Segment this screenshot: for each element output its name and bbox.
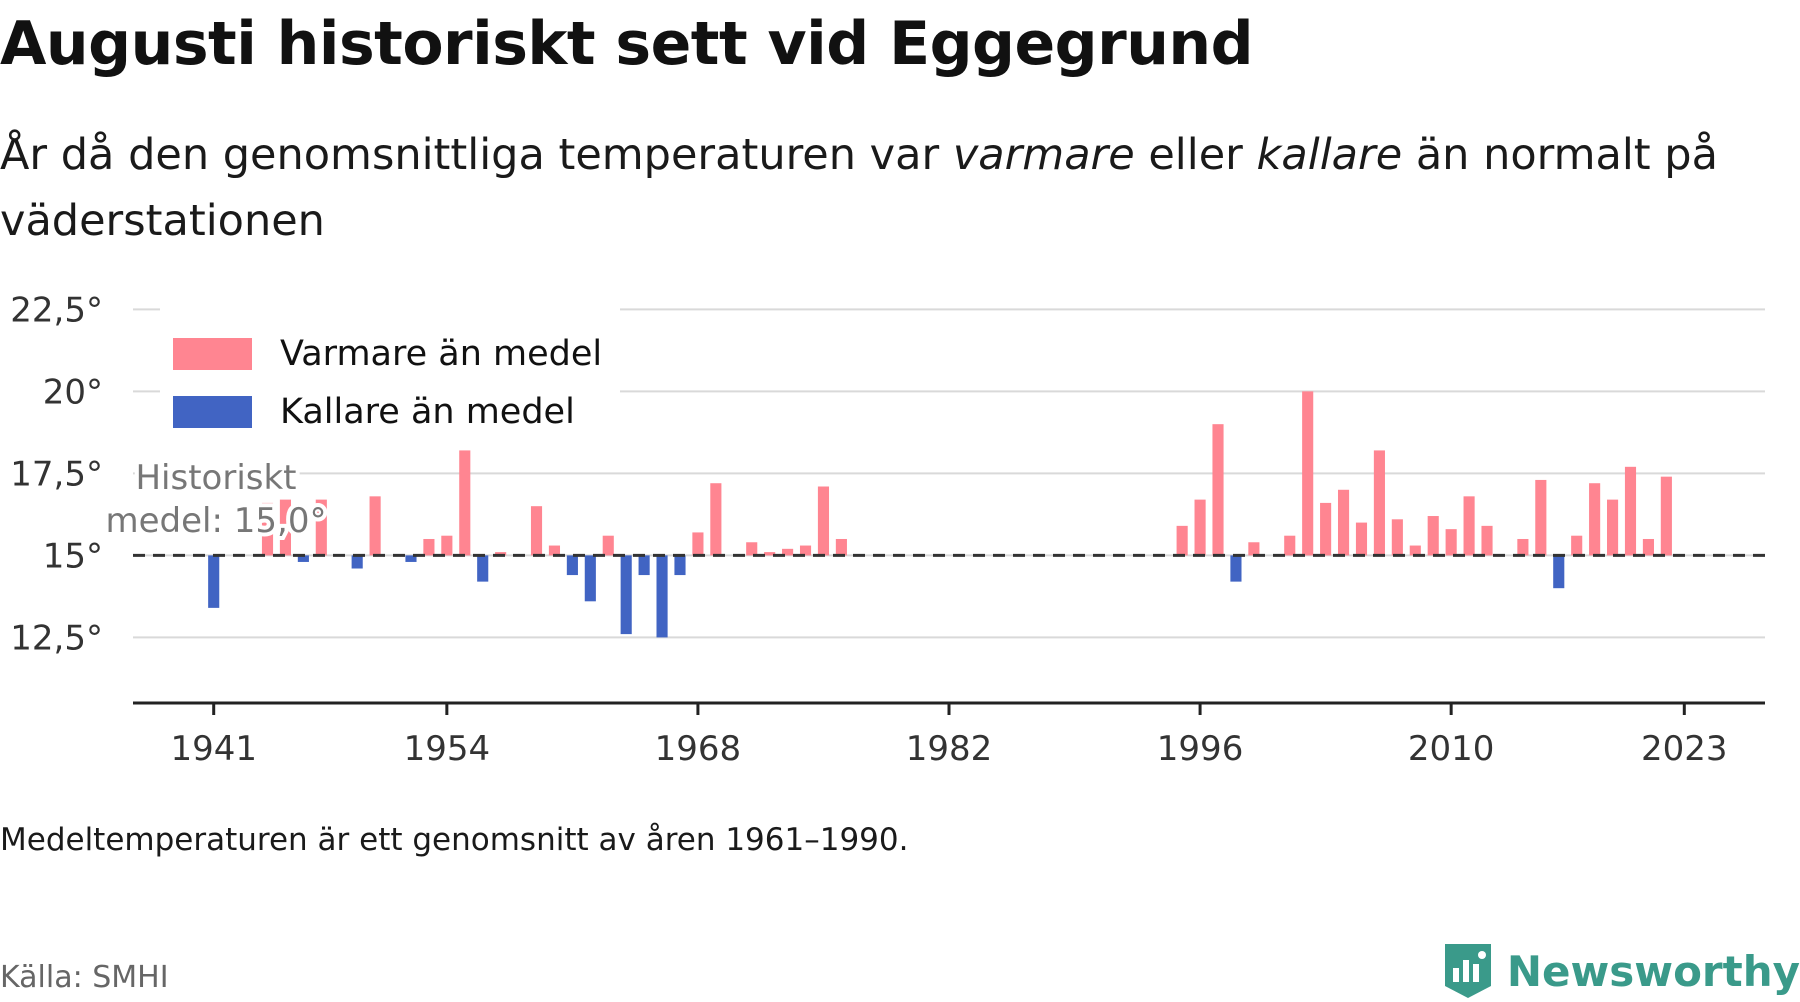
legend-label-colder: Kallare än medel bbox=[280, 392, 575, 432]
x-tick-label: 2010 bbox=[1408, 729, 1495, 769]
x-tick-label: 1996 bbox=[1157, 729, 1244, 769]
bar-2014 bbox=[1517, 538, 1529, 556]
x-tick-label: 1941 bbox=[170, 729, 257, 769]
bar-1969 bbox=[710, 483, 722, 556]
chart-subtitle: År då den genomsnittliga temperaturen va… bbox=[0, 122, 1760, 254]
bar-2012 bbox=[1481, 525, 1493, 556]
x-tick-label: 1954 bbox=[404, 729, 491, 769]
x-tick-label: 1968 bbox=[655, 729, 742, 769]
bar-1959 bbox=[530, 506, 543, 556]
bar-1998 bbox=[1230, 555, 1242, 582]
chart-title: Augusti historiskt sett vid Eggegrund bbox=[0, 9, 1254, 79]
bar-1956 bbox=[477, 555, 489, 582]
bar-1972 bbox=[764, 552, 776, 556]
legend: Varmare än medel Kallare än medel bbox=[160, 278, 620, 432]
bar-2003 bbox=[1320, 502, 1332, 556]
bar-1944 bbox=[261, 502, 274, 556]
y-tick-label: 22,5° bbox=[10, 290, 103, 330]
bar-1976 bbox=[835, 538, 847, 556]
bar-2008 bbox=[1409, 545, 1421, 556]
x-tick-label: 2023 bbox=[1641, 729, 1728, 769]
bar-1955 bbox=[459, 450, 471, 556]
legend-swatch-colder bbox=[173, 396, 252, 428]
subtitle-word-colder: kallare bbox=[1256, 130, 1403, 180]
legend-label-warmer: Varmare än medel bbox=[280, 334, 602, 374]
bar-2018 bbox=[1589, 483, 1601, 556]
bar-1964 bbox=[620, 555, 632, 635]
subtitle-part-1: År då den genomsnittliga temperaturen va… bbox=[0, 130, 953, 180]
bar-2015 bbox=[1535, 479, 1547, 556]
bars bbox=[208, 391, 1672, 638]
bar-1953 bbox=[423, 538, 435, 556]
bar-2017 bbox=[1571, 535, 1583, 556]
subtitle-part-5: än normalt på väderstationen bbox=[0, 130, 1718, 246]
y-tick-label: 17,5° bbox=[10, 454, 103, 494]
bar-2016 bbox=[1553, 555, 1565, 589]
footnote: Medeltemperaturen är ett genomsnitt av å… bbox=[0, 822, 909, 858]
bar-2004 bbox=[1337, 489, 1350, 556]
y-tick-label: 15° bbox=[43, 536, 103, 576]
bar-1954 bbox=[441, 535, 453, 556]
bar-2009 bbox=[1427, 516, 1439, 556]
bar-1963 bbox=[602, 535, 614, 556]
subtitle-word-warmer: varmare bbox=[952, 130, 1135, 180]
bar-2011 bbox=[1463, 496, 1475, 556]
bar-1973 bbox=[782, 548, 794, 556]
y-tick-label: 12,5° bbox=[10, 618, 103, 658]
bar-1965 bbox=[638, 555, 650, 576]
bar-2001 bbox=[1284, 535, 1296, 556]
bar-1946 bbox=[297, 555, 309, 562]
bar-1950 bbox=[369, 496, 381, 556]
newsworthy-logo-icon bbox=[1444, 944, 1491, 998]
subtitle-part-3: eller bbox=[1134, 130, 1257, 180]
bar-1975 bbox=[817, 486, 830, 556]
bar-1960 bbox=[548, 545, 561, 556]
bar-1974 bbox=[799, 545, 812, 556]
bar-1961 bbox=[566, 555, 578, 576]
bar-2010 bbox=[1445, 529, 1457, 556]
x-tick-label: 1982 bbox=[906, 729, 993, 769]
bar-2019 bbox=[1607, 499, 1619, 556]
bar-1971 bbox=[746, 542, 758, 556]
bar-1952 bbox=[405, 555, 417, 562]
bar-2020 bbox=[1624, 466, 1637, 556]
newsworthy-logo-text: Newsworthy bbox=[1506, 946, 1800, 996]
bar-1945 bbox=[279, 499, 291, 556]
bar-1968 bbox=[692, 532, 704, 556]
y-tick-label: 20° bbox=[43, 372, 103, 412]
bar-1999 bbox=[1248, 542, 1260, 556]
newsworthy-logo[interactable]: Newsworthy bbox=[1443, 940, 1800, 1002]
bar-1949 bbox=[351, 555, 363, 569]
bar-1995 bbox=[1176, 525, 1188, 556]
source-label: Källa: SMHI bbox=[0, 960, 169, 995]
x-axis: 1941 1954 1968 1982 1996 2010 2023 bbox=[133, 701, 1765, 769]
bar-2007 bbox=[1391, 519, 1403, 556]
bar-1962 bbox=[584, 555, 596, 602]
bar-1947 bbox=[315, 499, 327, 556]
baseline-label-line-1: Historiskt bbox=[135, 458, 296, 498]
legend-swatch-warmer bbox=[173, 338, 252, 370]
y-axis-tick-labels: 12,5° 15° 17,5° 20° 22,5° bbox=[10, 290, 103, 658]
bar-2022 bbox=[1660, 476, 1672, 556]
bar-1967 bbox=[674, 555, 686, 576]
bar-1966 bbox=[656, 555, 668, 638]
bar-chart: 1941 1954 1968 1982 1996 2010 2023 12,5° 15° 17,… bbox=[10, 278, 1765, 769]
bar-1997 bbox=[1212, 424, 1224, 556]
bar-2005 bbox=[1355, 522, 1368, 556]
bar-2002 bbox=[1302, 391, 1314, 556]
bar-2021 bbox=[1642, 538, 1654, 556]
bar-1941 bbox=[208, 555, 220, 608]
baseline-label-line-2: medel: 15,0° bbox=[106, 501, 327, 541]
bar-1957 bbox=[495, 552, 507, 556]
bar-1996 bbox=[1194, 499, 1206, 556]
bar-2006 bbox=[1373, 450, 1385, 556]
baseline-label: Historiskt medel: 15,0° bbox=[102, 454, 331, 545]
